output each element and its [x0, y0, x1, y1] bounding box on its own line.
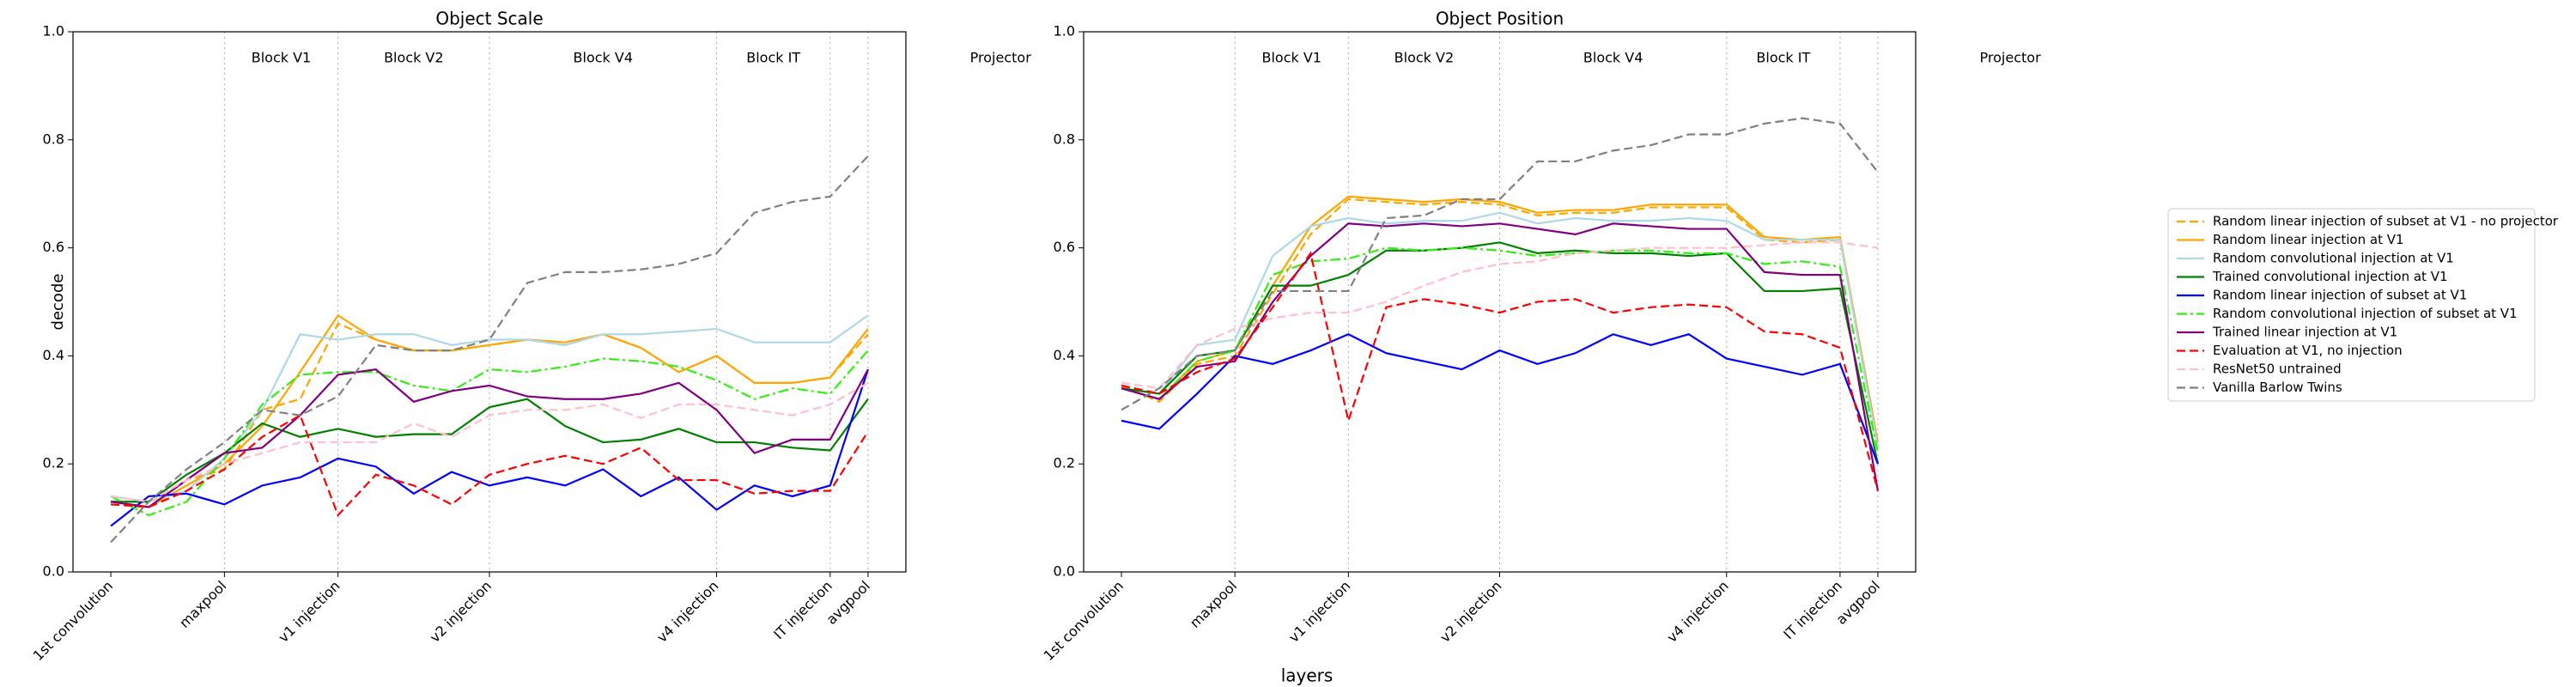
block-label: Block V4 — [574, 50, 633, 66]
x-axis-label: layers — [1281, 666, 1334, 686]
chart-title: Object Scale — [435, 9, 543, 29]
series-line — [111, 413, 869, 517]
legend-label: ResNet50 untrained — [2213, 362, 2342, 377]
series-line — [111, 398, 869, 503]
y-tick-label: 1.0 — [43, 23, 64, 40]
x-tick-label: maxpool — [1187, 578, 1240, 631]
series-line — [110, 381, 869, 503]
plot-frame — [72, 31, 907, 573]
legend-label: Trained convolutional injection at V1 — [2212, 269, 2448, 284]
legend-label: Random linear injection at V1 — [2213, 232, 2404, 247]
x-tick-label: v2 injection — [427, 578, 495, 646]
x-tick-label: v1 injection — [275, 578, 343, 646]
block-label: Block IT — [746, 50, 800, 66]
series-line — [1121, 241, 1880, 465]
block-label: Block V1 — [252, 50, 311, 66]
block-label: Block V4 — [1583, 50, 1643, 66]
x-tick-label: 1st convolution — [1041, 578, 1127, 664]
y-tick-label: 0.0 — [1054, 563, 1075, 580]
x-tick-label: 1st convolution — [30, 578, 116, 664]
series-line — [110, 313, 869, 508]
x-tick-label: v2 injection — [1437, 578, 1504, 646]
series-line — [1121, 251, 1880, 491]
legend-label: Evaluation at V1, no injection — [2213, 343, 2403, 358]
y-tick-label: 0.6 — [43, 239, 64, 255]
series-line — [1121, 333, 1879, 465]
block-label: Block V2 — [384, 50, 443, 66]
legend-label: Random convolutional injection of subset… — [2213, 306, 2518, 321]
series-line — [1121, 198, 1880, 446]
x-tick-label: IT injection — [770, 578, 835, 643]
x-tick-label: IT injection — [1780, 578, 1845, 643]
y-tick-label: 0.2 — [43, 455, 64, 471]
series-line — [1121, 211, 1880, 448]
chart-title: Object Position — [1436, 9, 1564, 29]
y-tick-label: 0.4 — [43, 347, 64, 363]
block-label: Projector — [970, 50, 1032, 66]
y-tick-label: 0.8 — [43, 131, 64, 147]
y-tick-label: 0.4 — [1054, 347, 1075, 363]
series-line — [110, 368, 869, 527]
legend-box — [2167, 208, 2536, 402]
legend-label: Random linear injection of subset at V1 … — [2213, 214, 2559, 229]
y-tick-label: 1.0 — [1054, 23, 1075, 40]
legend-label: Random convolutional injection at V1 — [2213, 251, 2454, 266]
series-line — [1121, 117, 1879, 411]
legend-label: Vanilla Barlow Twins — [2213, 380, 2342, 395]
y-tick-label: 0.6 — [1054, 239, 1075, 255]
x-tick-label: v4 injection — [1664, 578, 1732, 646]
plot-frame — [1083, 31, 1917, 573]
y-tick-label: 0.2 — [1054, 455, 1075, 471]
x-tick-label: v1 injection — [1285, 578, 1353, 646]
block-label: Block IT — [1756, 50, 1810, 66]
x-tick-label: maxpool — [176, 578, 229, 631]
y-axis-label: decode — [49, 274, 67, 331]
series-line — [110, 350, 869, 517]
series-line — [110, 155, 869, 544]
series-line — [110, 368, 869, 508]
legend-label: Random linear injection of subset at V1 — [2213, 288, 2467, 303]
y-tick-label: 0.0 — [43, 563, 64, 580]
block-label: Block V1 — [1262, 50, 1321, 66]
block-label: Projector — [1980, 50, 2042, 66]
block-label: Block V2 — [1394, 50, 1454, 66]
series-line — [1121, 241, 1879, 390]
x-tick-label: v4 injection — [653, 578, 721, 646]
y-tick-label: 0.8 — [1054, 131, 1075, 147]
legend-label: Trained linear injection at V1 — [2212, 325, 2397, 340]
